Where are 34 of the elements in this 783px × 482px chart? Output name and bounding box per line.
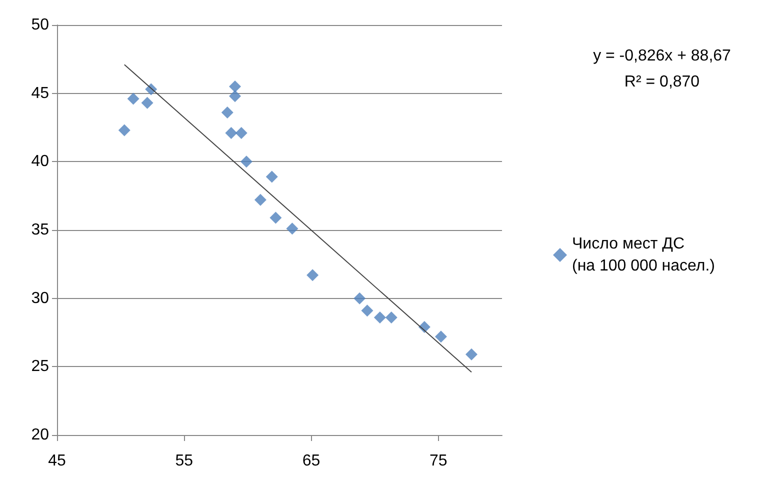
point: [354, 292, 366, 304]
point: [229, 90, 241, 102]
y-tick-label: 35: [31, 222, 50, 238]
point: [235, 126, 248, 139]
text: R² = 0,870: [624, 74, 700, 90]
y-tick-label: 25: [31, 358, 50, 376]
legend-label: Число мест ДС (на 100 000 насел.): [572, 236, 715, 274]
x-tick-label: 65: [302, 452, 320, 470]
y-tick-label: 40: [31, 153, 50, 170]
point: [221, 106, 234, 118]
y-tick-label: 20: [31, 426, 50, 444]
x-tick-label: 75: [430, 452, 448, 470]
text: y = -0,826x + 88,67: [593, 48, 732, 64]
point: [385, 311, 398, 324]
point: [225, 126, 238, 139]
point: [118, 124, 130, 136]
point: [127, 92, 140, 105]
x-tick-label: 45: [48, 452, 66, 470]
y-tick-label: 30: [31, 290, 50, 307]
point: [465, 348, 478, 360]
point: [306, 269, 319, 282]
point: [374, 311, 386, 324]
x-tick-label: 55: [175, 452, 194, 470]
y-tick-label: 45: [31, 84, 50, 102]
y-tick-label: 50: [31, 16, 50, 34]
point: [361, 304, 374, 317]
point: [270, 212, 282, 224]
point: [141, 96, 154, 109]
point: [266, 170, 278, 183]
point: [229, 80, 241, 92]
point: [434, 330, 447, 343]
point: [240, 156, 252, 168]
point: [254, 194, 266, 206]
point: [286, 222, 298, 235]
